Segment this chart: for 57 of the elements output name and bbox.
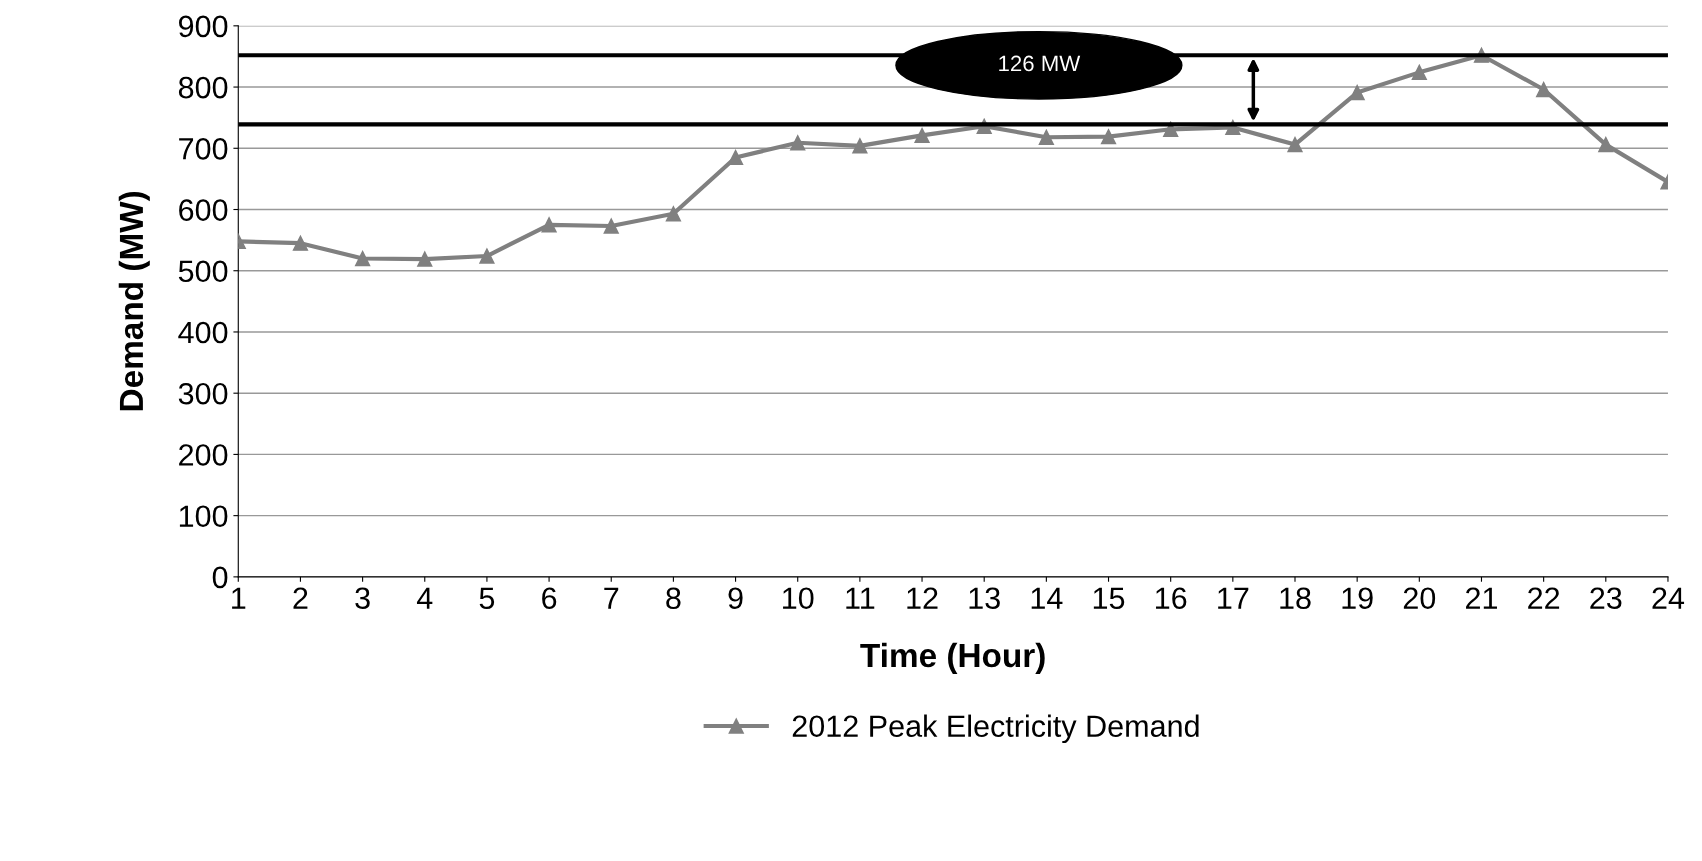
x-tick-label: 20 <box>1403 587 1436 610</box>
y-tick-label: 300 <box>178 382 228 405</box>
y-tick-label: 200 <box>179 444 228 466</box>
point <box>541 217 557 233</box>
point <box>665 206 682 222</box>
y-axis-title: Demand (MW) <box>118 191 150 411</box>
point <box>1598 136 1614 153</box>
point <box>292 235 309 251</box>
y-tick-label: 600 <box>179 199 228 221</box>
point <box>1535 81 1552 98</box>
point <box>1287 136 1303 153</box>
x-tick-label: 17 <box>1218 587 1249 609</box>
y-tick-label: 800 <box>178 76 228 99</box>
point <box>354 250 371 267</box>
x-tick-label: 18 <box>1280 587 1311 610</box>
x-tick-label: 7 <box>604 587 619 609</box>
point <box>479 248 495 264</box>
x-tick-label: 6 <box>542 587 557 610</box>
x-tick-label: 22 <box>1528 587 1560 609</box>
point <box>1163 121 1179 137</box>
annotation: 126 MW <box>999 55 1081 72</box>
point <box>727 149 744 166</box>
x-tick-label: 10 <box>783 587 814 610</box>
point <box>914 127 930 144</box>
point <box>1349 84 1365 101</box>
x-tick-label: 4 <box>416 587 433 609</box>
point <box>790 135 806 151</box>
x-tick-label: 1 <box>232 587 246 609</box>
point <box>1100 129 1117 145</box>
y-tick-label: 700 <box>179 138 228 160</box>
x-tick-label: 13 <box>969 587 1000 610</box>
x-tick-label: 14 <box>1031 587 1063 609</box>
x-tick-label: 19 <box>1342 587 1373 610</box>
point <box>852 138 868 154</box>
x-tick-label: 3 <box>355 587 370 610</box>
x-tick-label: 2 <box>293 587 308 609</box>
x-tick-label: 16 <box>1156 587 1187 610</box>
y-tick-label: 0 <box>212 566 228 589</box>
y-tick-label: 500 <box>178 260 228 283</box>
x-tick-label: 24 <box>1652 587 1685 609</box>
x-tick-label: 11 <box>846 587 875 609</box>
x-axis-title: Time (Hour) <box>860 642 1045 674</box>
point <box>603 218 619 234</box>
y-tick-label: 100 <box>179 505 228 528</box>
x-tick-label: 8 <box>666 587 681 610</box>
point <box>1038 129 1054 145</box>
x-tick-label: 23 <box>1590 587 1622 610</box>
x-tick-label: 12 <box>907 587 938 609</box>
x-tick-label: 9 <box>728 587 743 610</box>
x-tick-label: 5 <box>479 587 495 610</box>
x-tick-label: 15 <box>1093 587 1125 610</box>
legend-label: 2012 Peak Electricity Demand <box>792 714 1199 744</box>
x-tick-label: 21 <box>1466 587 1497 609</box>
y-tick-label: 900 <box>179 15 228 38</box>
point <box>417 251 433 267</box>
y-tick-label: 400 <box>178 321 228 344</box>
point <box>1411 64 1427 81</box>
